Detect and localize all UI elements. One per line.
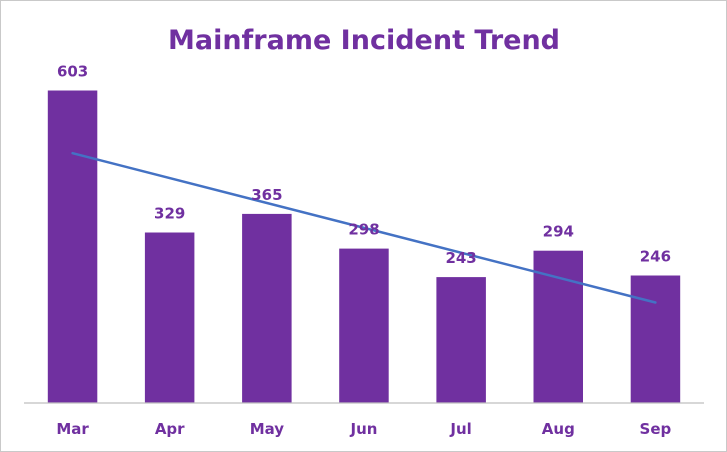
bar-may (242, 213, 292, 403)
data-label-apr: 329 (154, 205, 185, 223)
trendline (71, 151, 657, 304)
data-label-jul: 243 (445, 249, 476, 267)
x-tick-jun: Jun (350, 420, 378, 438)
x-tick-jul: Jul (449, 420, 471, 438)
x-tick-mar: Mar (56, 420, 89, 438)
bars-layer (47, 90, 681, 403)
data-label-sep: 246 (640, 248, 671, 266)
bar-jul (436, 277, 486, 403)
data-label-may: 365 (251, 186, 282, 204)
x-tick-apr: Apr (155, 420, 185, 438)
ticks-layer: Mar Apr May Jun Jul Aug Sep (56, 420, 671, 438)
x-tick-aug: Aug (542, 420, 575, 438)
x-tick-sep: Sep (640, 420, 672, 438)
chart-title: Mainframe Incident Trend (168, 25, 560, 56)
trend-layer (71, 151, 657, 304)
labels-layer: 603 329 365 298 243 294 246 (57, 63, 671, 268)
bar-apr (144, 232, 195, 403)
x-tick-may: May (250, 420, 285, 438)
bar-jun (339, 248, 389, 403)
bar-mar (47, 90, 98, 403)
bar-aug (533, 250, 583, 403)
data-label-mar: 603 (57, 63, 88, 81)
data-label-jun: 298 (348, 221, 379, 239)
data-label-aug: 294 (543, 223, 574, 241)
bar-sep (630, 275, 681, 403)
